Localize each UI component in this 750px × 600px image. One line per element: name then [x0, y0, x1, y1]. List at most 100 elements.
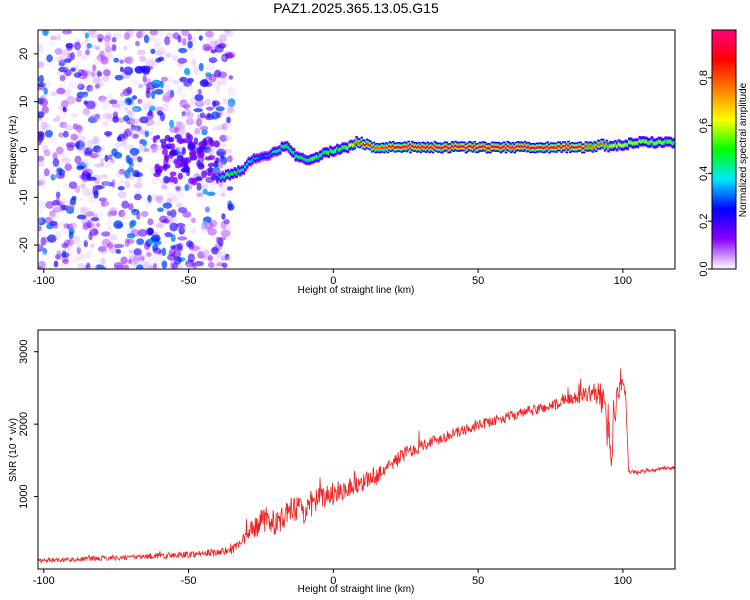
spectrogram-noise-cell: [133, 182, 143, 189]
spectrogram-ridge-bin: [487, 146, 490, 150]
spectrogram-noise-cell: [107, 181, 114, 187]
spectrogram-noise-cell: [185, 117, 195, 126]
spectrogram-noise-cell: [61, 242, 69, 249]
spectrogram-noise-cell: [96, 222, 101, 228]
spectrogram-noise-cell: [62, 130, 69, 138]
spectrogram-noise-cell: [89, 86, 97, 93]
spectrogram-ridge-bin: [600, 142, 603, 145]
spectrogram-ridge-bin: [252, 156, 256, 160]
spectrogram-noise-cell: [65, 203, 75, 211]
spectrogram-noise-cell: [196, 146, 204, 154]
snr-x-tick-label: 50: [472, 575, 484, 587]
spectrogram-ridge-bin: [289, 148, 292, 152]
spectrogram-noise-cell: [109, 207, 118, 214]
spectrogram-noise-cell: [170, 143, 176, 151]
spectrogram-noise-cell: [204, 46, 214, 51]
spectrogram-ridge-bin: [480, 145, 483, 149]
spectrogram-ridge-bin: [294, 155, 298, 158]
spectrogram-noise-cell: [104, 45, 112, 54]
spectrogram-noise-cell: [55, 56, 63, 63]
spectrogram-noise-cell: [49, 35, 58, 41]
spectrogram-noise-cell: [138, 30, 145, 38]
spectrogram-noise-cell: [206, 224, 214, 233]
spectrogram-noise-cell: [171, 217, 179, 224]
spectrogram-noise-cell: [54, 48, 63, 55]
spectrogram-ridge-bin: [654, 142, 657, 145]
spectrogram-ridge-bin: [523, 144, 527, 148]
spectrogram-ridge-bin: [534, 147, 537, 150]
spectrogram-noise-cell: [140, 210, 149, 218]
spectrogram-noise-cell: [179, 85, 187, 90]
spectrogram-noise-cell: [42, 30, 49, 36]
snr-y-tick-label: 3000: [18, 339, 30, 363]
spectrogram-noise-cell: [123, 106, 129, 112]
spectrogram-noise-cell: [194, 100, 205, 108]
spectrogram-noise-cell: [96, 70, 101, 78]
spectrogram-noise-cell: [80, 136, 87, 142]
spectrogram-noise-cell: [146, 111, 154, 120]
spectrogram-y-tick-label: 20: [18, 48, 30, 60]
spectrogram-ridge-bin: [421, 145, 424, 148]
spectrogram-noise-cell: [76, 124, 83, 134]
spectrogram-noise-cell: [169, 136, 175, 143]
spectrogram-ridge-bin: [520, 145, 523, 148]
spectrogram-ridge-bin: [666, 140, 669, 143]
spectrogram-noise-cell: [157, 110, 164, 116]
spectrogram-ridge-bin: [586, 145, 589, 148]
spectrogram-noise-cell: [210, 174, 217, 181]
spectrogram-ridge-bin: [341, 146, 344, 149]
spectrogram-noise-cell: [137, 255, 145, 261]
spectrogram-ridge-bin: [407, 144, 410, 147]
spectrogram-noise-cell: [191, 178, 198, 186]
spectrogram-noise-cell: [74, 155, 82, 164]
spectrogram-ridge-bin: [430, 145, 433, 149]
spectrogram-ridge-bin: [530, 146, 534, 150]
spectrogram-ridge-bin: [549, 146, 553, 149]
spectrogram-noise-cell: [111, 179, 116, 189]
spectrogram-noise-cell: [198, 195, 206, 200]
spectrogram-ridge-bin: [325, 150, 329, 154]
spectrogram-ridge-bin: [553, 146, 556, 149]
spectrogram-ridge-bin: [450, 144, 454, 148]
spectrogram-noise-cell: [208, 57, 218, 64]
spectrogram-noise-cell: [113, 152, 123, 159]
spectrogram-noise-cell: [101, 199, 106, 207]
spectrogram-ridge-bin: [582, 147, 586, 150]
spectrogram-noise-cell: [89, 176, 97, 181]
spectrogram-noise-cell: [212, 51, 219, 59]
spectrogram-noise-cell: [132, 169, 140, 178]
spectrogram-noise-cell: [150, 146, 159, 152]
spectrogram-ridge-bin: [537, 146, 541, 149]
spectrogram-noise-cell: [97, 71, 103, 77]
spectrogram-ridge-bin: [357, 141, 360, 145]
spectrogram-ridge-bin: [322, 151, 325, 154]
spectrogram-ridge-bin: [298, 156, 301, 159]
spectrogram-noise-cell: [51, 200, 61, 206]
spectrogram-noise-cell: [189, 151, 197, 159]
spectrogram-noise-cell: [205, 30, 214, 38]
spectrogram-ridge-bin: [383, 147, 386, 150]
spectrogram-noise-cell: [142, 139, 148, 147]
spectrogram-noise-cell: [64, 124, 75, 131]
spectrogram-noise-cell: [200, 125, 209, 131]
spectrogram-noise-cell: [211, 247, 219, 255]
spectrogram-noise-cell: [58, 66, 68, 73]
spectrogram-noise-cell: [61, 204, 68, 211]
spectrogram-noise-cell: [219, 34, 227, 43]
spectrogram-ridge-bin: [563, 144, 567, 148]
spectrogram-noise-cell: [86, 262, 91, 269]
spectrogram-noise-cell: [222, 55, 227, 61]
spectrogram-noise-cell: [213, 140, 220, 148]
spectrogram-noise-cell: [38, 155, 45, 162]
spectrogram-noise-cell: [105, 132, 111, 138]
spectrogram-noise-cell: [49, 212, 58, 221]
spectrogram-noise-cell: [162, 95, 172, 103]
spectrogram-ridge-bin: [647, 141, 650, 145]
spectrogram-noise-cell: [77, 253, 87, 261]
snr-series-line: [38, 368, 675, 564]
spectrogram-noise-cell: [136, 178, 144, 185]
spectrogram-noise-cell: [59, 74, 66, 82]
spectrogram-noise-cell: [48, 136, 57, 144]
spectrogram-ridge-bin: [318, 154, 322, 157]
